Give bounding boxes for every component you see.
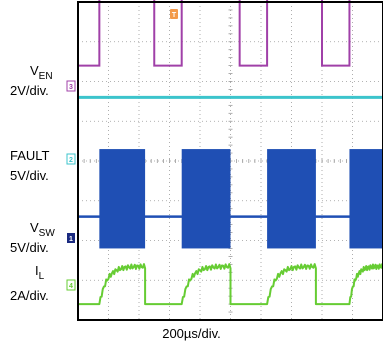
ch3-marker-id: 3: [69, 84, 73, 91]
channel-2-label: FAULT 5V/div.: [10, 148, 50, 183]
trace-ch1-vsw-burst-2: [181, 149, 231, 249]
svg-text:VEN: VEN: [30, 63, 53, 82]
ch4-marker-id: 4: [69, 283, 73, 290]
traces: [78, 0, 383, 306]
ch4-label-main: I: [35, 263, 39, 278]
ch2-label-main: FAULT: [10, 148, 50, 163]
svg-text:IL: IL: [35, 263, 45, 282]
channel-2-marker: 2: [66, 153, 76, 165]
ch4-label-sub: L: [39, 271, 45, 282]
channel-1-label: VSW 5V/div.: [10, 220, 55, 255]
trace-ch1-vsw-burst-1: [99, 149, 146, 249]
ch3-label-sub: EN: [39, 71, 53, 82]
ch3-label-main: V: [30, 63, 39, 78]
channel-3-label: VEN 2V/div.: [10, 63, 53, 98]
ch1-marker-id: 1: [69, 236, 73, 243]
trace-ch3-ven: [78, 0, 351, 67]
time-base-label: 200µs/div.: [162, 326, 221, 341]
svg-text:VSW: VSW: [30, 220, 55, 239]
channel-3-marker: 3: [66, 80, 76, 92]
ch1-label-main: V: [30, 220, 39, 235]
channel-4-label: IL 2A/div.: [10, 263, 49, 303]
trigger-marker-label: T: [172, 12, 177, 19]
ch2-marker-id: 2: [69, 157, 73, 164]
ch1-label-sub: SW: [39, 228, 56, 239]
channel-1-marker: 1: [67, 233, 75, 243]
ch3-scale: 2V/div.: [10, 83, 49, 98]
plot-frame: [77, 1, 383, 321]
trace-ch4-il: [78, 263, 383, 306]
channel-4-marker: 4: [66, 279, 76, 291]
trace-ch1-vsw-burst-3: [267, 149, 316, 249]
trace-ch1-vsw-burst-4: [349, 149, 383, 249]
trigger-marker: T: [170, 9, 178, 19]
ch1-scale: 5V/div.: [10, 240, 49, 255]
ch4-scale: 2A/div.: [10, 288, 49, 303]
ch2-scale: 5V/div.: [10, 168, 49, 183]
